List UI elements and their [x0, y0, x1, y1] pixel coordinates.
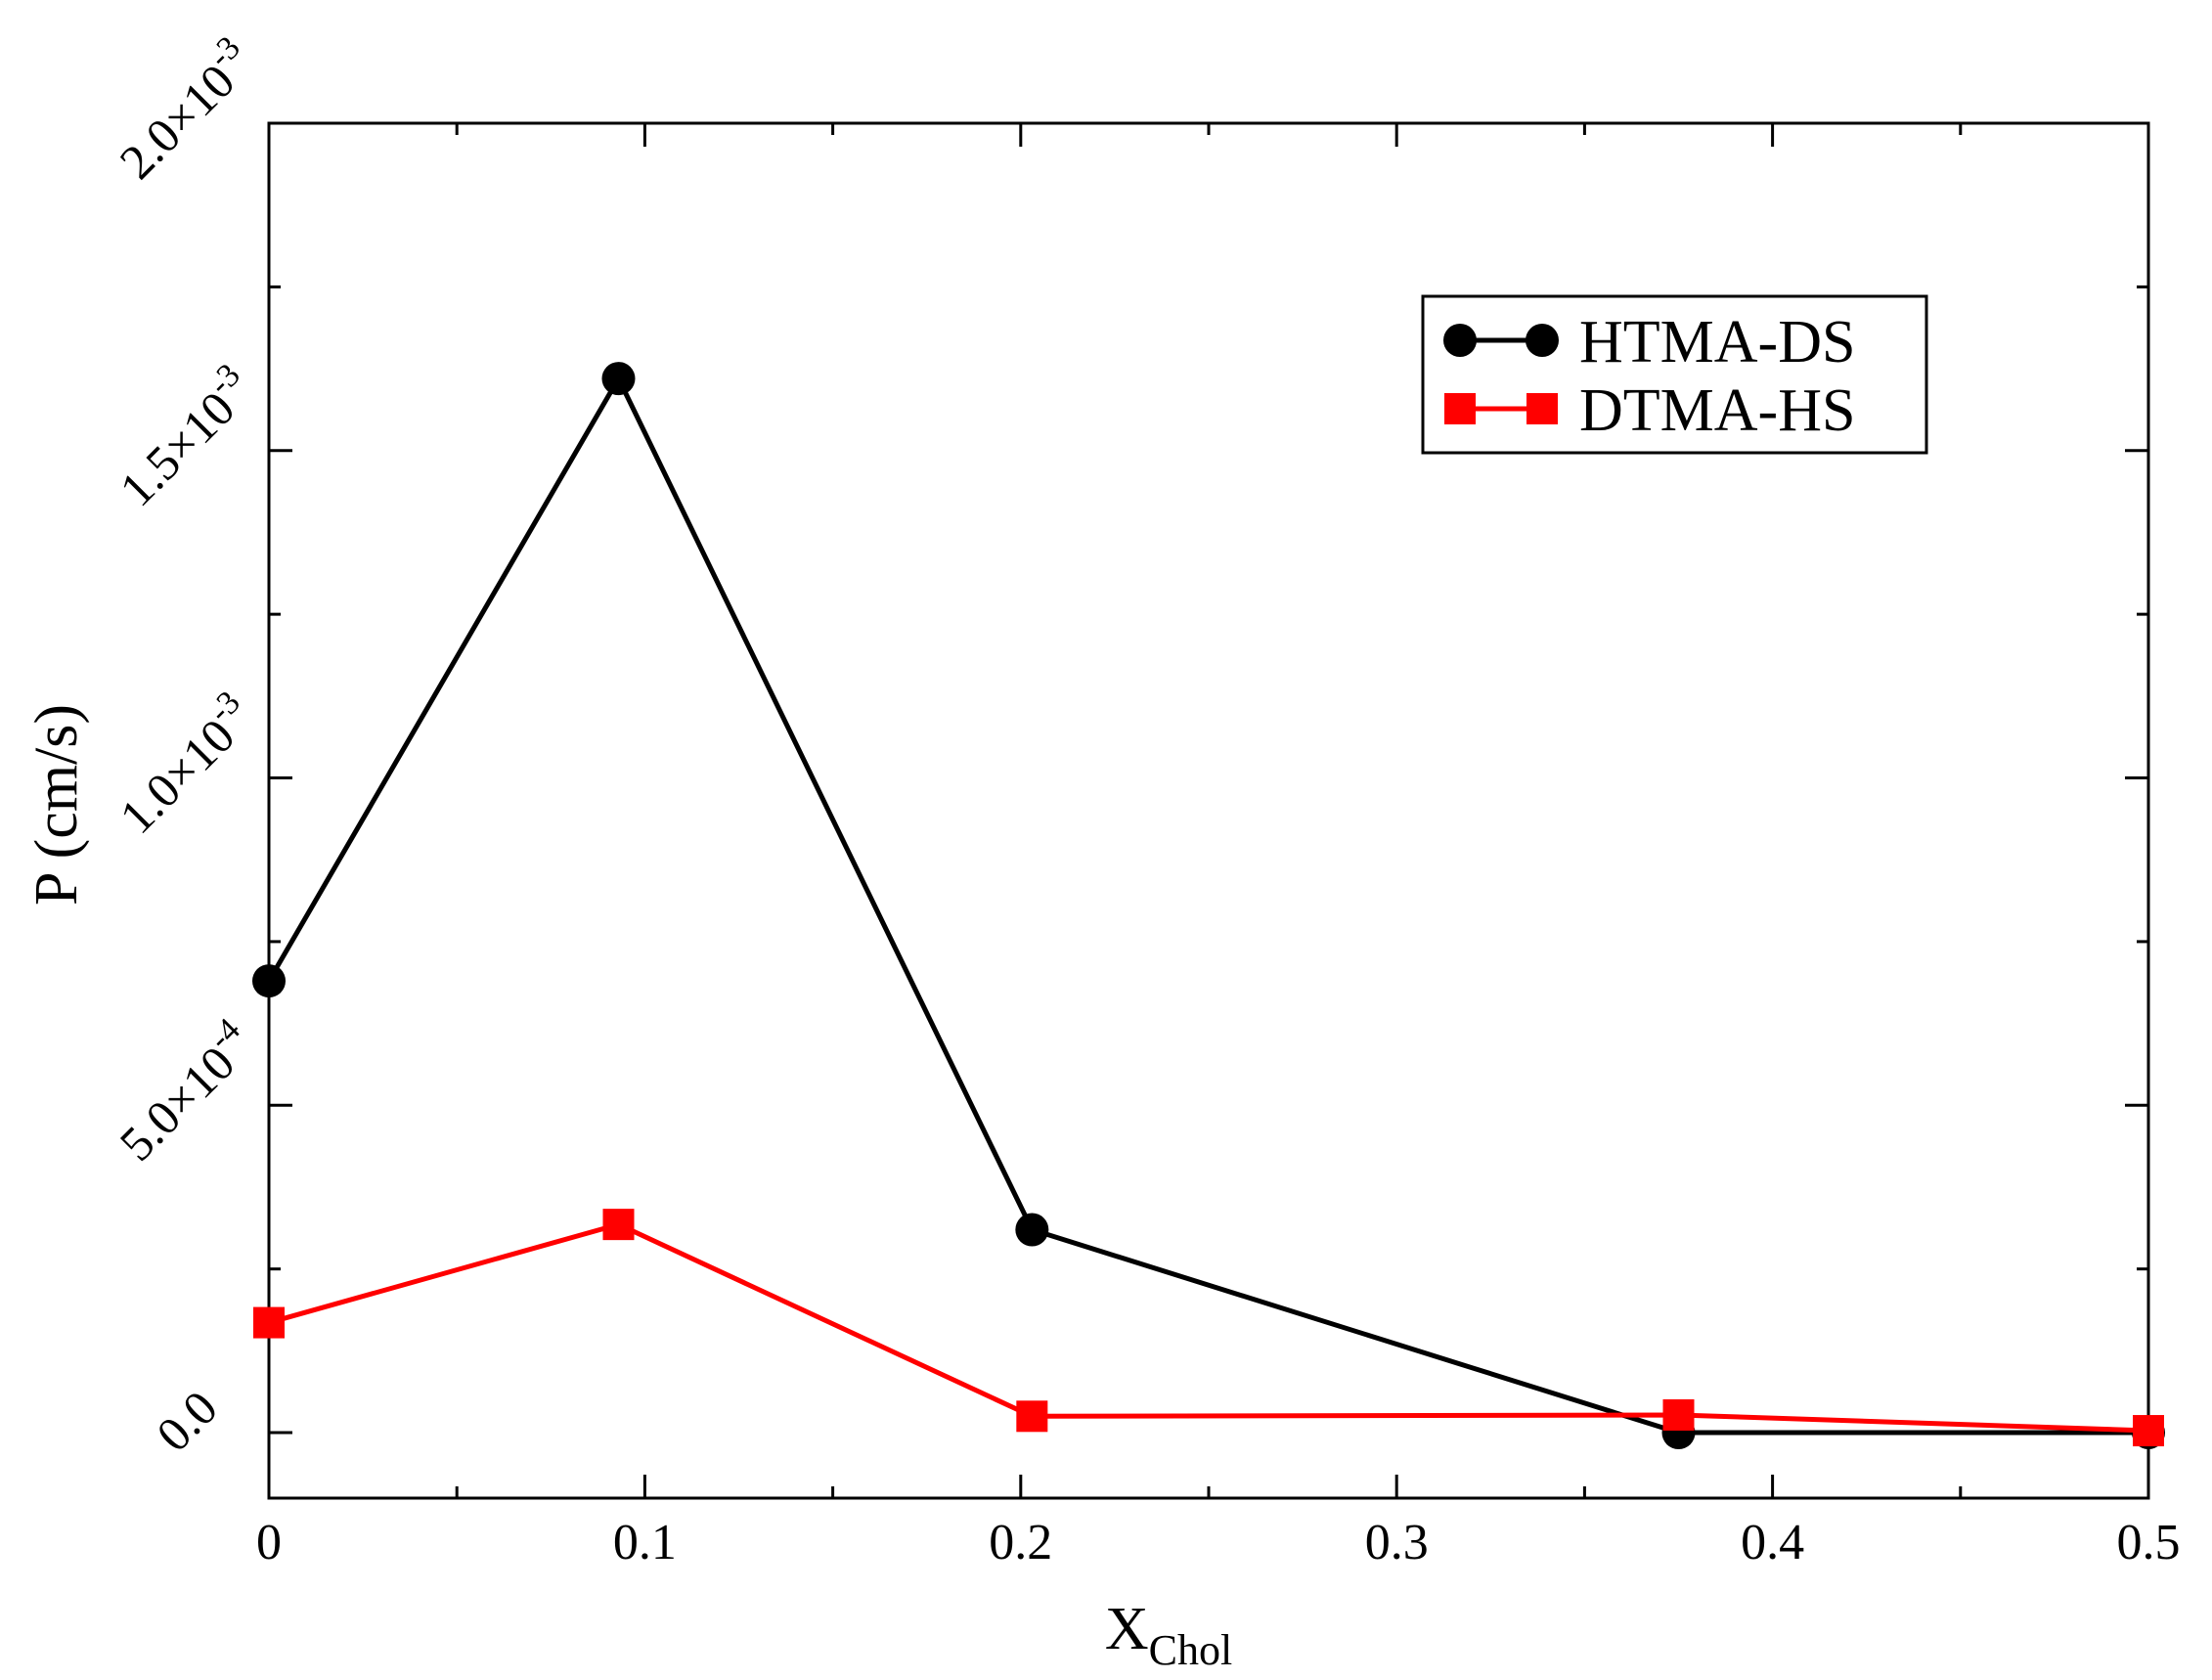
- y-tick-label: 0.0: [146, 1380, 228, 1462]
- y-tick-label: 1.5×10-3: [105, 357, 264, 516]
- legend-box: [1421, 294, 1928, 455]
- data-point: [252, 964, 286, 998]
- data-point: [2133, 1415, 2164, 1447]
- y-tick-label: 2.0×10-3: [105, 29, 264, 189]
- y-tick-mantissa: 1.0×10: [109, 708, 244, 844]
- axis-labels: XChol P (cm/s): [23, 704, 1232, 1674]
- x-tick-label: 0.3: [1365, 1515, 1429, 1570]
- data-point: [1662, 1398, 1695, 1431]
- series-line: [266, 373, 2148, 1436]
- x-tick-label: 0: [256, 1515, 282, 1570]
- y-tick-mantissa: 5.0×10: [109, 1036, 244, 1172]
- x-axis-label-main: X: [1105, 1596, 1149, 1662]
- y-tick-mantissa: 2.0×10: [109, 53, 244, 189]
- data-point: [253, 1306, 285, 1339]
- x-tick-label: 0.1: [613, 1515, 677, 1570]
- legend-marker: [1526, 393, 1558, 424]
- y-tick-label: 5.0×10-4: [105, 1011, 264, 1171]
- y-tick-mantissa: 1.5×10: [109, 380, 244, 516]
- x-tick-label: 0.4: [1741, 1515, 1804, 1570]
- data-point: [1015, 1213, 1049, 1247]
- legend-marker: [1444, 393, 1476, 424]
- data-point: [1016, 1400, 1048, 1433]
- legend-label: HTMA-DS: [1579, 309, 1855, 376]
- legend-item: HTMA-DS: [1443, 309, 1855, 376]
- series-line: [268, 1221, 2149, 1434]
- y-axis-label: P (cm/s): [23, 704, 90, 906]
- x-axis-label-subscript: Chol: [1149, 1626, 1233, 1674]
- series-dtma-hs: [253, 1209, 2164, 1447]
- legend-marker: [1526, 324, 1559, 357]
- series-layer: [252, 362, 2165, 1450]
- legend-item: DTMA-HS: [1444, 377, 1855, 444]
- x-axis-label: XChol: [1105, 1596, 1232, 1674]
- series-htma-ds: [252, 362, 2165, 1450]
- axes-layer: 0 0.1 0.2 0.3 0.4 0.5 0.0 5.0×10-4 1.0×10-3 1.5×1…: [105, 29, 2181, 1570]
- y-tick-label: 1.0×10-3: [105, 685, 264, 844]
- x-tick-label: 0.2: [989, 1515, 1052, 1570]
- data-point: [602, 1209, 635, 1241]
- legend-label: DTMA-HS: [1579, 377, 1855, 444]
- y-tick-mantissa: 0.0: [146, 1380, 228, 1462]
- legend-marker: [1443, 324, 1477, 357]
- x-tick-label: 0.5: [2117, 1515, 2181, 1570]
- data-point: [601, 362, 636, 396]
